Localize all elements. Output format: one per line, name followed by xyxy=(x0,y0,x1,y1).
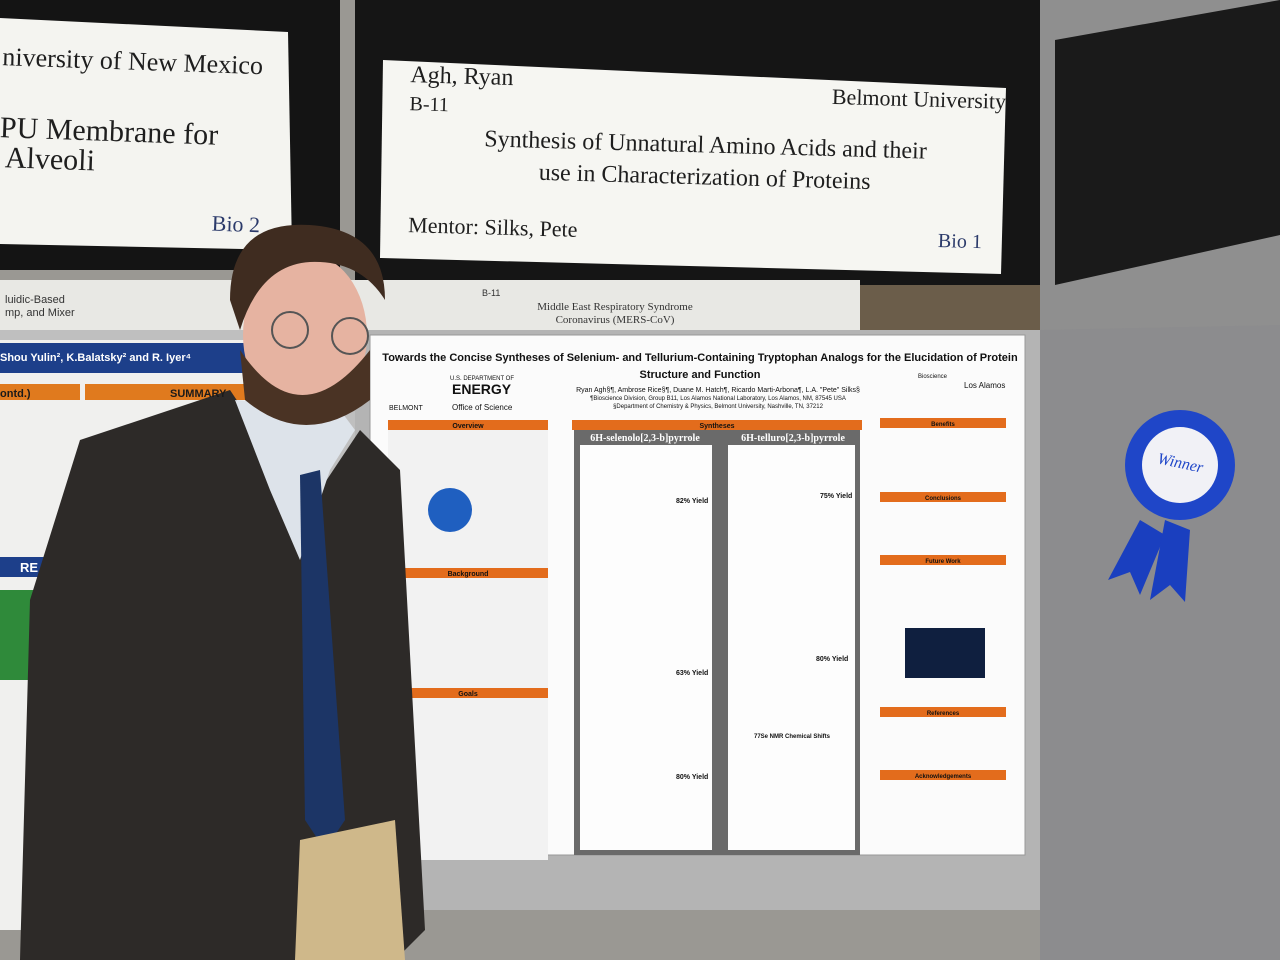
section-bar xyxy=(880,492,1006,502)
section-bar xyxy=(880,707,1006,717)
ribbon-center xyxy=(1142,427,1218,503)
tellurium-column xyxy=(728,445,855,850)
logo-text: Bioscience xyxy=(918,374,948,380)
school: Belmont University xyxy=(832,84,1007,114)
left-poster-heading: ontd.) xyxy=(0,388,31,400)
column-heading: 6H-telluro[2,3-b]pyrrole xyxy=(741,433,845,444)
ribbon-tail xyxy=(1108,520,1165,595)
poster-authors: Ryan Agh§¶, Ambrose Rice§¶, Duane M. Hat… xyxy=(576,387,860,394)
student-name: Agh, Ryan xyxy=(410,62,514,91)
ribbon-tail xyxy=(1150,520,1190,602)
logo-text: Office of Science xyxy=(452,403,513,412)
glasses xyxy=(331,317,369,355)
left-poster-heading: RE xyxy=(20,560,38,575)
back-sign-line: Middle East Respiratory Syndrome xyxy=(537,301,693,313)
tie xyxy=(300,470,345,850)
yield-label: 80% Yield xyxy=(676,774,708,781)
section-heading: Benefits xyxy=(931,422,955,428)
face xyxy=(243,253,367,417)
main-sign-paper xyxy=(380,60,1006,274)
left-poster-header xyxy=(85,384,245,400)
shirt xyxy=(235,400,355,560)
left-poster-authors: Shou Yulin², K.Balatsky² and R. Iyer⁴ xyxy=(0,352,191,364)
section-bar xyxy=(880,555,1006,565)
section-bar xyxy=(880,418,1006,428)
pie-graphic xyxy=(428,488,472,532)
logo-text: Los Alamos xyxy=(964,381,1005,390)
selenium-column xyxy=(580,445,712,850)
section-heading: References xyxy=(927,711,960,717)
poster-affiliation: ¶Bioscience Division, Group B11, Los Ala… xyxy=(590,396,846,402)
section-heading: Goals xyxy=(458,691,478,698)
section-bar xyxy=(572,420,862,430)
poster-title: Towards the Concise Syntheses of Seleniu… xyxy=(382,352,1018,364)
column-heading: 6H-selenolo[2,3-b]pyrrole xyxy=(590,433,700,444)
section-heading: Syntheses xyxy=(699,423,734,430)
section-heading: Conclusions xyxy=(925,496,962,502)
back-sign-board: B-11 xyxy=(482,288,500,298)
poster-affiliation: §Department of Chemistry & Physics, Belm… xyxy=(613,404,824,410)
board-number: B-11 xyxy=(409,93,449,116)
section-bar xyxy=(388,568,548,578)
yield-label: 63% Yield xyxy=(676,670,708,677)
left-poster-band xyxy=(0,343,250,373)
poster-texts: Towards the Concise Syntheses of Seleniu… xyxy=(382,352,1018,781)
left-poster-heading: SUMMARY xyxy=(170,388,227,400)
beard xyxy=(240,350,370,425)
section-bar xyxy=(388,688,548,698)
back-sign-line: Coronavirus (MERS-CoV) xyxy=(556,314,675,326)
sign-category: Bio 2 xyxy=(211,211,260,238)
logo-text: U.S. DEPARTMENT OF xyxy=(450,376,514,382)
sign-category: Bio 1 xyxy=(938,230,983,253)
section-heading: Overview xyxy=(452,423,484,430)
back-sign-line: mp, and Mixer xyxy=(5,307,75,319)
sign-line: Alveoli xyxy=(4,141,95,177)
mentor: Mentor: Silks, Pete xyxy=(408,212,578,242)
right-sign-board xyxy=(1055,0,1280,285)
logo-text: BELMONT xyxy=(389,405,424,412)
back-signs xyxy=(0,280,860,330)
yield-label: 82% Yield xyxy=(676,498,708,505)
trousers xyxy=(295,820,405,960)
section-heading: Acknowledgements xyxy=(915,774,972,780)
glasses xyxy=(271,311,309,349)
back-sign-line: luidic-Based xyxy=(5,294,65,306)
left-poster-header xyxy=(0,384,80,400)
poster-title: Structure and Function xyxy=(640,369,761,381)
nmr-heading: 77Se NMR Chemical Shifts xyxy=(754,734,831,740)
left-poster-texts: Shou Yulin², K.Balatsky² and R. Iyer⁴ on… xyxy=(0,352,227,575)
hair xyxy=(230,224,385,330)
poster-image xyxy=(905,628,985,678)
yield-label: 75% Yield xyxy=(820,493,852,500)
section-heading: Future Work xyxy=(925,559,961,565)
yield-label: 80% Yield xyxy=(816,656,848,663)
left-sign-paper xyxy=(0,18,292,250)
sign-line: PU Membrane for xyxy=(0,111,219,152)
back-wall-art xyxy=(860,285,1060,335)
logo-text: ENERGY xyxy=(452,381,512,397)
section-bar xyxy=(388,420,548,430)
section-heading: Background xyxy=(448,571,489,578)
section-bar xyxy=(880,770,1006,780)
back-sign-texts: luidic-Based mp, and Mixer B-11 Middle E… xyxy=(5,288,693,326)
